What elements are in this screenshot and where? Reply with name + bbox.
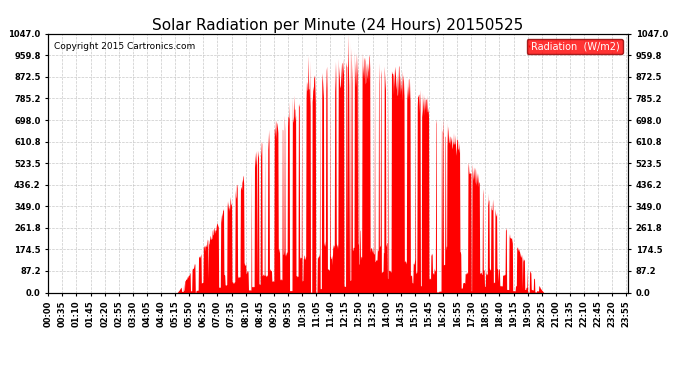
Text: Copyright 2015 Cartronics.com: Copyright 2015 Cartronics.com xyxy=(54,42,195,51)
Legend: Radiation  (W/m2): Radiation (W/m2) xyxy=(526,39,623,54)
Title: Solar Radiation per Minute (24 Hours) 20150525: Solar Radiation per Minute (24 Hours) 20… xyxy=(152,18,524,33)
